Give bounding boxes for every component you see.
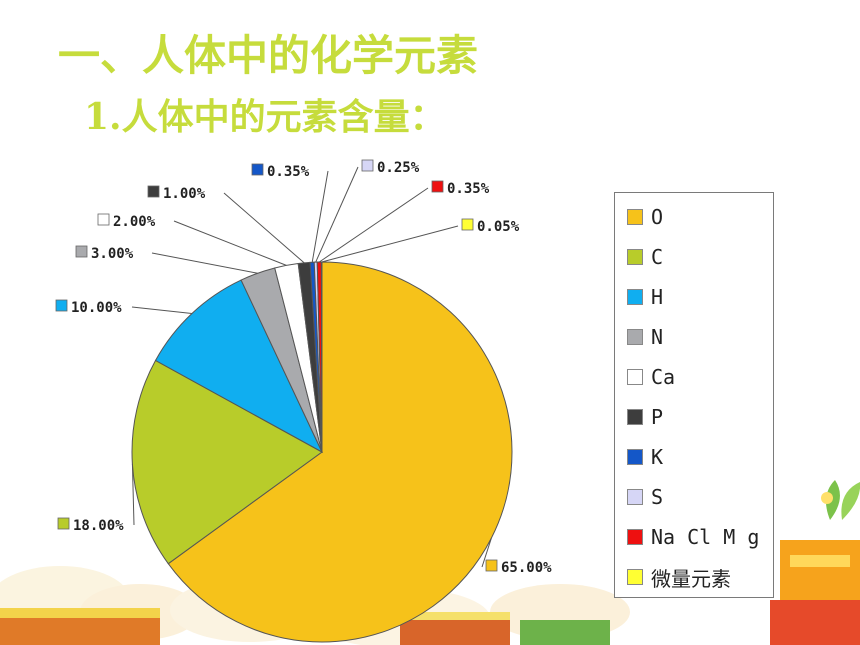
legend-swatch bbox=[627, 569, 643, 585]
data-label-swatch bbox=[361, 159, 374, 172]
leader-line bbox=[131, 463, 135, 526]
leader-line bbox=[311, 170, 329, 263]
data-label: 3.00% bbox=[91, 246, 134, 262]
legend-label: Ca bbox=[651, 365, 676, 389]
leader-line bbox=[319, 187, 429, 263]
legend-label: Na Cl M g bbox=[651, 525, 760, 549]
leader-line bbox=[321, 225, 459, 263]
leader-line bbox=[315, 166, 359, 263]
legend-label: K bbox=[651, 445, 664, 469]
legend-label: O bbox=[651, 205, 664, 229]
data-label-swatch bbox=[75, 245, 88, 258]
page-title: 一、人体中的化学元素 bbox=[58, 31, 479, 80]
leader-line bbox=[173, 220, 287, 266]
data-label: 18.00% bbox=[73, 518, 124, 534]
data-label-swatch bbox=[55, 299, 68, 312]
legend-swatch bbox=[627, 249, 643, 265]
legend-label: P bbox=[651, 405, 664, 429]
data-label: 0.25% bbox=[377, 160, 420, 176]
data-label: 10.00% bbox=[71, 300, 122, 316]
data-label: 65.00% bbox=[501, 560, 552, 576]
legend-label: S bbox=[651, 485, 664, 509]
data-label: 1.00% bbox=[163, 186, 206, 202]
legend-swatch bbox=[627, 369, 643, 385]
pie-slice-o bbox=[167, 261, 513, 643]
legend-label: 微量元素 bbox=[651, 566, 731, 591]
chart-legend: O C H N Ca P K S Na Cl M g 微量元素 bbox=[614, 192, 774, 598]
legend-item: Na Cl M g bbox=[627, 523, 759, 551]
legend-swatch bbox=[627, 409, 643, 425]
legend-swatch bbox=[627, 489, 643, 505]
legend-item: Ca bbox=[627, 363, 675, 391]
pie-slice-h bbox=[154, 279, 324, 454]
legend-swatch bbox=[627, 449, 643, 465]
data-label: 0.05% bbox=[477, 219, 520, 235]
legend-item: P bbox=[627, 403, 663, 431]
leader-line bbox=[151, 252, 258, 274]
data-label: 2.00% bbox=[113, 214, 156, 230]
legend-swatch bbox=[627, 529, 643, 545]
pie-slice-微量元素 bbox=[320, 261, 323, 453]
legend-item: S bbox=[627, 483, 663, 511]
legend-swatch bbox=[627, 329, 643, 345]
legend-label: N bbox=[651, 325, 664, 349]
data-label-swatch bbox=[251, 163, 264, 176]
legend-item: K bbox=[627, 443, 663, 471]
legend-label: H bbox=[651, 285, 664, 309]
page-subtitle: 1.人体中的元素含量： bbox=[84, 96, 446, 138]
legend-item: O bbox=[627, 203, 663, 231]
legend-item: 微量元素 bbox=[627, 563, 731, 591]
legend-swatch bbox=[627, 209, 643, 225]
legend-item: N bbox=[627, 323, 663, 351]
data-label-swatch bbox=[57, 517, 70, 530]
legend-item: C bbox=[627, 243, 663, 271]
legend-swatch bbox=[627, 289, 643, 305]
data-label-swatch bbox=[461, 218, 474, 231]
data-label-swatch bbox=[97, 213, 110, 226]
legend-item: H bbox=[627, 283, 663, 311]
leader-line bbox=[131, 306, 192, 314]
legend-label: C bbox=[651, 245, 664, 269]
data-label-swatch bbox=[485, 559, 498, 572]
data-label: 0.35% bbox=[447, 181, 490, 197]
data-label-swatch bbox=[431, 180, 444, 193]
data-label: 0.35% bbox=[267, 164, 310, 180]
data-label-swatch bbox=[147, 185, 160, 198]
leader-line bbox=[223, 192, 305, 264]
leader-line bbox=[481, 538, 492, 568]
